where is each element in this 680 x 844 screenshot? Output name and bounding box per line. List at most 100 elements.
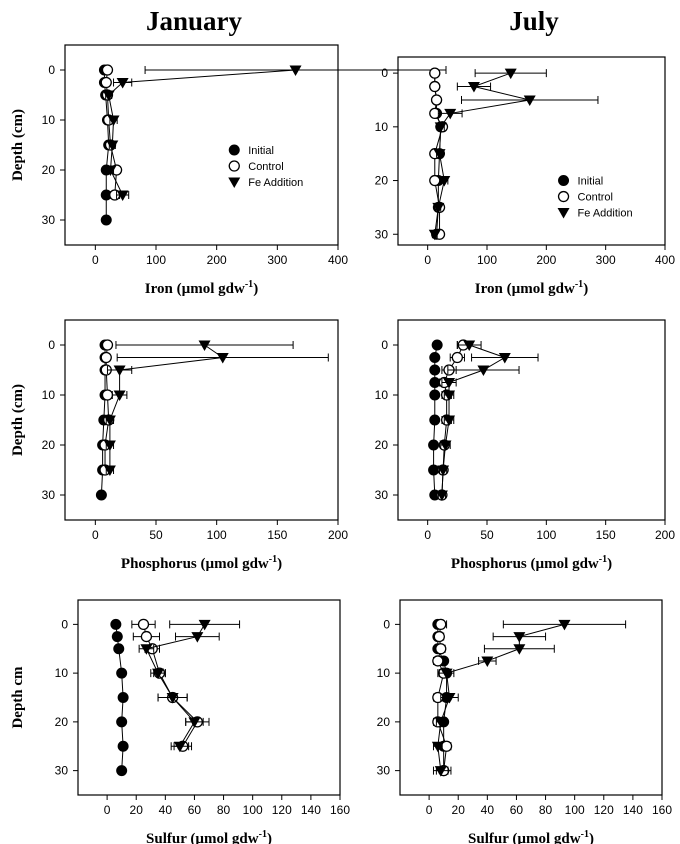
plot-frame bbox=[399, 599, 663, 796]
data-point bbox=[173, 741, 186, 753]
y-tick-label: 0 bbox=[48, 338, 55, 352]
y-tick-label: 0 bbox=[48, 63, 55, 77]
data-point bbox=[140, 630, 153, 643]
x-tick-label: 200 bbox=[328, 528, 348, 542]
y-tick-label: 10 bbox=[375, 388, 389, 402]
panel-sulfur-jan: 0 20 40 60 80 100 120 140 160 0 10 20 30 Sulfur (µmol… bbox=[10, 599, 350, 844]
series-control bbox=[99, 339, 115, 476]
data-point bbox=[438, 176, 451, 187]
series-fe-addition bbox=[428, 68, 599, 241]
data-point bbox=[431, 339, 443, 351]
y-axis-label: Depth (cm) bbox=[10, 109, 26, 181]
data-point bbox=[429, 352, 441, 363]
panel-phosphorus-jul: 0 50 100 150 200 0 10 20 30 Phosphorus (µmol gdw-… bbox=[375, 319, 675, 572]
data-point bbox=[433, 630, 445, 643]
x-axis-label: Phosphorus (µmol gdw-1) bbox=[121, 554, 282, 572]
data-point bbox=[428, 464, 440, 476]
legend-label: Initial bbox=[248, 145, 274, 157]
y-tick-label: 10 bbox=[377, 666, 391, 680]
data-point bbox=[106, 140, 119, 151]
legend-label: Fe Addition bbox=[248, 177, 303, 189]
x-tick-label: 120 bbox=[594, 803, 614, 817]
x-axis-label: Iron (µmol gdw-1) bbox=[145, 279, 258, 297]
legend: Initial Control Fe Addition bbox=[557, 175, 633, 220]
data-point bbox=[110, 618, 122, 630]
x-axis-label: Iron (µmol gdw-1) bbox=[475, 279, 588, 297]
data-point bbox=[198, 619, 211, 631]
x-tick-label: 50 bbox=[149, 528, 163, 542]
data-point bbox=[443, 415, 456, 426]
data-point bbox=[152, 668, 165, 680]
legend-marker bbox=[228, 160, 240, 172]
x-tick-label: 200 bbox=[655, 528, 675, 542]
plot-frame bbox=[397, 319, 666, 521]
x-tick-label: 0 bbox=[424, 528, 431, 542]
y-tick-label: 10 bbox=[55, 666, 69, 680]
data-point bbox=[428, 439, 440, 451]
x-tick-label: 400 bbox=[328, 253, 348, 267]
data-point bbox=[477, 365, 490, 376]
x-tick-label: 100 bbox=[565, 803, 585, 817]
y-tick-label: 30 bbox=[377, 764, 391, 778]
data-point bbox=[434, 717, 447, 728]
data-point bbox=[137, 618, 150, 631]
y-tick-label: 30 bbox=[55, 764, 69, 778]
data-point bbox=[558, 619, 571, 631]
y-tick-label: 0 bbox=[383, 617, 390, 631]
plot-frame bbox=[64, 44, 339, 246]
y-axis-label: Depth cm bbox=[10, 666, 26, 729]
data-point bbox=[439, 440, 452, 451]
data-point bbox=[113, 365, 126, 376]
data-point bbox=[431, 741, 444, 753]
series-fe-addition bbox=[103, 340, 329, 476]
x-tick-label: 300 bbox=[596, 253, 616, 267]
data-point bbox=[103, 465, 116, 476]
data-point bbox=[100, 351, 112, 364]
y-tick-label: 30 bbox=[42, 213, 56, 227]
panel-phosphorus-jan: 0 50 100 150 200 0 10 20 30 Phosphorus (µmol gdw-… bbox=[10, 319, 348, 572]
panel-iron-jul: 0 100 200 300 400 0 10 20 30 Iron (µmol gdw-1) Ini… bbox=[375, 56, 675, 297]
data-point bbox=[117, 692, 129, 703]
y-tick-label: 0 bbox=[381, 338, 388, 352]
x-tick-label: 100 bbox=[477, 253, 497, 267]
x-tick-label: 100 bbox=[207, 528, 227, 542]
series-fe-addition bbox=[102, 65, 447, 201]
x-tick-label: 200 bbox=[207, 253, 227, 267]
data-point bbox=[523, 95, 536, 106]
y-tick-label: 20 bbox=[375, 438, 389, 452]
data-point bbox=[100, 76, 112, 89]
data-point bbox=[116, 765, 128, 777]
y-tick-label: 20 bbox=[377, 715, 391, 729]
x-axis-label: Sulfur (µmol gdw-1) bbox=[468, 829, 594, 844]
data-point bbox=[481, 656, 494, 667]
x-tick-label: 40 bbox=[481, 803, 495, 817]
series-line bbox=[434, 72, 530, 235]
data-point bbox=[188, 717, 201, 728]
y-tick-label: 10 bbox=[375, 120, 389, 134]
column-title-july: July bbox=[509, 6, 559, 36]
series-control bbox=[100, 64, 123, 201]
series-initial bbox=[428, 339, 443, 501]
data-point bbox=[113, 643, 125, 655]
series-fe-addition bbox=[435, 340, 539, 501]
x-tick-label: 0 bbox=[92, 253, 99, 267]
y-tick-label: 20 bbox=[42, 163, 56, 177]
data-point bbox=[434, 122, 447, 133]
data-point bbox=[140, 644, 153, 655]
data-point bbox=[435, 490, 448, 501]
legend-label: Initial bbox=[578, 176, 604, 188]
data-point bbox=[432, 202, 445, 214]
data-point bbox=[104, 165, 117, 176]
data-point bbox=[435, 643, 447, 655]
data-point bbox=[504, 68, 517, 80]
data-point bbox=[429, 67, 441, 79]
data-point bbox=[101, 389, 114, 401]
y-axis-label: Depth (cm) bbox=[10, 384, 26, 456]
series-line bbox=[145, 624, 206, 747]
x-tick-label: 80 bbox=[539, 803, 553, 817]
data-point bbox=[443, 378, 456, 389]
data-point bbox=[198, 340, 211, 351]
legend-label: Fe Addition bbox=[578, 208, 633, 220]
x-tick-label: 140 bbox=[301, 803, 321, 817]
